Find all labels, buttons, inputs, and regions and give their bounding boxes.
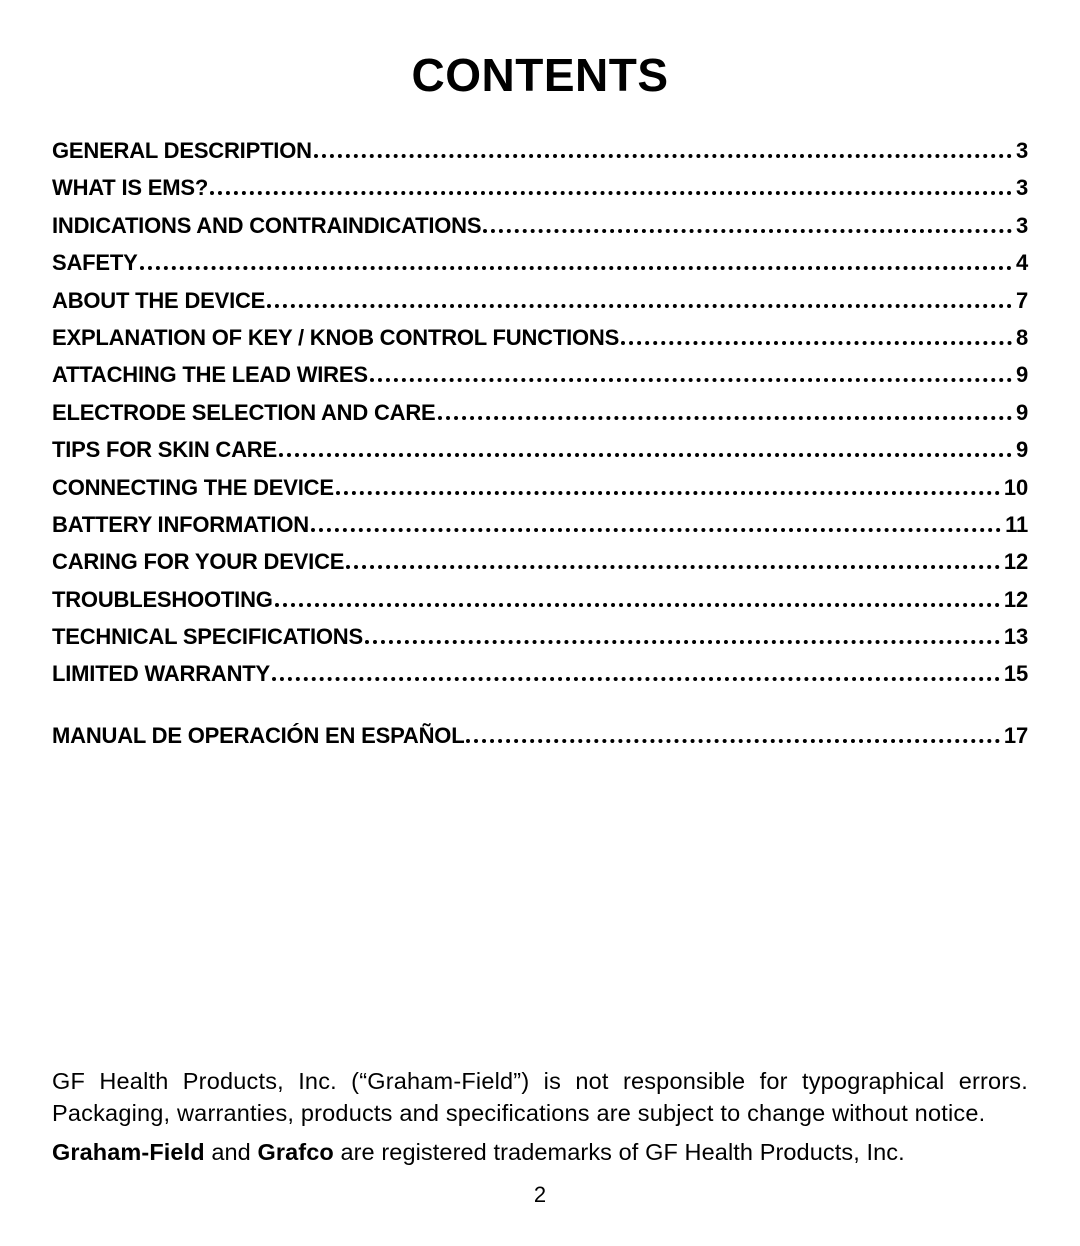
toc-entry-label: Connecting the Device — [52, 469, 334, 506]
contents-title: CONTENTS — [52, 48, 1028, 102]
toc-entry: Safety 4 — [52, 244, 1028, 281]
toc-entry: Explanation of Key / Knob Control Functi… — [52, 319, 1028, 356]
toc-entry-page: 9 — [1016, 356, 1028, 393]
toc-entry-page: 9 — [1016, 394, 1028, 431]
toc-entry-label: General Description — [52, 132, 312, 169]
toc-dots — [267, 304, 1012, 308]
toc-entry-label: Troubleshooting — [52, 581, 273, 618]
toc-entry-page: 15 — [1004, 655, 1028, 692]
toc-entry: What is EMS? 3 — [52, 169, 1028, 206]
toc-entry-page: 8 — [1016, 319, 1028, 356]
trademark-text: Graham-Field and Grafco are registered t… — [52, 1136, 1028, 1168]
toc-dots — [483, 229, 1012, 233]
toc-dots — [140, 266, 1012, 270]
toc-entry: Caring for Your Device 12 — [52, 543, 1028, 580]
toc-dots — [275, 603, 1000, 607]
toc-entry: About the Device 7 — [52, 282, 1028, 319]
toc-entry-page: 13 — [1004, 618, 1028, 655]
footer-block: GF Health Products, Inc. (“Graham-Field”… — [52, 1065, 1028, 1208]
toc-entry-page: 12 — [1004, 581, 1028, 618]
toc-entry-label: Caring for Your Device — [52, 543, 344, 580]
toc-dots — [279, 453, 1012, 457]
toc-dots — [365, 640, 1000, 644]
toc-entry: Indications and Contraindications 3 — [52, 207, 1028, 244]
toc-entry: Electrode Selection and Care 9 — [52, 394, 1028, 431]
toc-entry-label: Battery Information — [52, 506, 309, 543]
toc-dots — [210, 191, 1012, 195]
toc-dots — [466, 739, 999, 743]
toc-entry-label: Limited Warranty — [52, 655, 270, 692]
toc-entry: Limited Warranty 15 — [52, 655, 1028, 692]
toc-dots — [346, 565, 1000, 569]
toc-entry: General Description 3 — [52, 132, 1028, 169]
toc-entry-label: Technical Specifications — [52, 618, 363, 655]
toc-dots — [336, 491, 1000, 495]
trademark-brand-2: Grafco — [257, 1139, 333, 1165]
trademark-brand-1: Graham-Field — [52, 1139, 205, 1165]
toc-entry: Battery Information 11 — [52, 506, 1028, 543]
toc-entry: Tips for Skin Care 9 — [52, 431, 1028, 468]
toc-entry-label: Manual de Operación en Español — [52, 717, 464, 754]
toc-entry-page: 17 — [1004, 717, 1028, 754]
toc-entry-page: 9 — [1016, 431, 1028, 468]
toc-gap — [52, 693, 1028, 717]
toc-dots — [370, 378, 1012, 382]
toc-entry-page: 4 — [1016, 244, 1028, 281]
page-number: 2 — [52, 1182, 1028, 1208]
trademark-rest: are registered trademarks of GF Health P… — [334, 1139, 905, 1165]
toc-entry-page: 7 — [1016, 282, 1028, 319]
toc-dots — [314, 154, 1012, 158]
table-of-contents: General Description 3What is EMS? 3Indic… — [52, 132, 1028, 754]
toc-entry-label: Safety — [52, 244, 138, 281]
toc-entry-page: 10 — [1004, 469, 1028, 506]
toc-entry-page: 3 — [1016, 169, 1028, 206]
toc-entry-label: Indications and Contraindications — [52, 207, 481, 244]
toc-entry: Troubleshooting 12 — [52, 581, 1028, 618]
toc-entry: Technical Specifications 13 — [52, 618, 1028, 655]
toc-dots — [438, 416, 1012, 420]
toc-entry-label: What is EMS? — [52, 169, 208, 206]
toc-entry-label: Electrode Selection and Care — [52, 394, 436, 431]
toc-dots — [311, 528, 1001, 532]
toc-entry: Attaching the Lead Wires 9 — [52, 356, 1028, 393]
toc-entry-label: Explanation of Key / Knob Control Functi… — [52, 319, 619, 356]
toc-entry: Connecting the Device 10 — [52, 469, 1028, 506]
toc-entry-label: Tips for Skin Care — [52, 431, 277, 468]
toc-entry-label: About the Device — [52, 282, 265, 319]
toc-dots — [621, 341, 1012, 345]
disclaimer-text: GF Health Products, Inc. (“Graham-Field”… — [52, 1065, 1028, 1130]
toc-entry-page: 11 — [1005, 506, 1028, 543]
toc-dots — [272, 677, 1000, 681]
toc-entry-label: Attaching the Lead Wires — [52, 356, 368, 393]
toc-entry-page: 3 — [1016, 207, 1028, 244]
trademark-mid: and — [205, 1139, 258, 1165]
toc-entry-page: 12 — [1004, 543, 1028, 580]
toc-entry-page: 3 — [1016, 132, 1028, 169]
toc-entry: Manual de Operación en Español 17 — [52, 717, 1028, 754]
